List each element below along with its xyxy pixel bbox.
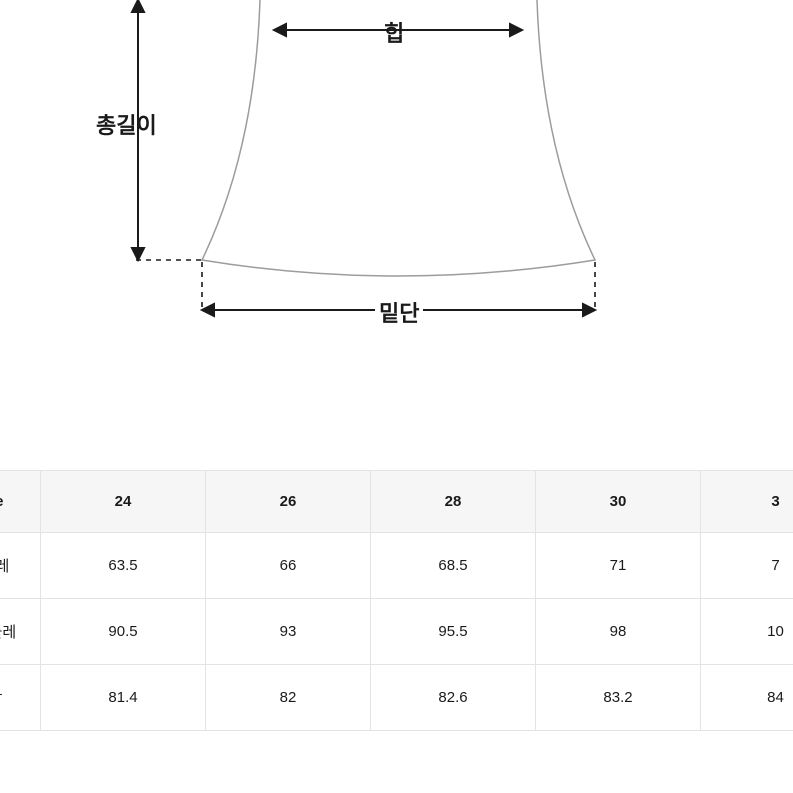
total-length-label: 총길이	[96, 108, 157, 140]
size-header: ze	[0, 471, 41, 533]
cell: 83.2	[536, 665, 701, 731]
col-header: 26	[206, 471, 371, 533]
cell: 68.5	[371, 533, 536, 599]
cell: 90.5	[41, 599, 206, 665]
cell: 10	[701, 599, 793, 665]
col-header: 24	[41, 471, 206, 533]
cell: 71	[536, 533, 701, 599]
cell: 82.6	[371, 665, 536, 731]
table-header-row: ze 24 26 28 30 3	[0, 471, 793, 533]
diagram-svg	[0, 0, 793, 420]
table-row: 장 81.4 82 82.6 83.2 84	[0, 665, 793, 731]
cell: 63.5	[41, 533, 206, 599]
cell: 7	[701, 533, 793, 599]
table-row: 이둘레 90.5 93 95.5 98 10	[0, 599, 793, 665]
skirt-diagram: 힙 밑단 총길이	[0, 0, 793, 420]
size-table: ze 24 26 28 30 3 둘레 63.5 66 68.5 71 7 이둘…	[0, 470, 793, 731]
cell: 98	[536, 599, 701, 665]
cell: 81.4	[41, 665, 206, 731]
cell: 84	[701, 665, 793, 731]
col-header: 28	[371, 471, 536, 533]
hem-label: 밑단	[375, 296, 423, 328]
hip-label: 힙	[384, 16, 404, 48]
size-table-container: ze 24 26 28 30 3 둘레 63.5 66 68.5 71 7 이둘…	[0, 470, 793, 731]
col-header: 30	[536, 471, 701, 533]
table-row: 둘레 63.5 66 68.5 71 7	[0, 533, 793, 599]
col-header: 3	[701, 471, 793, 533]
cell: 93	[206, 599, 371, 665]
row-label: 장	[0, 665, 41, 731]
row-label: 이둘레	[0, 599, 41, 665]
cell: 66	[206, 533, 371, 599]
cell: 82	[206, 665, 371, 731]
cell: 95.5	[371, 599, 536, 665]
row-label: 둘레	[0, 533, 41, 599]
